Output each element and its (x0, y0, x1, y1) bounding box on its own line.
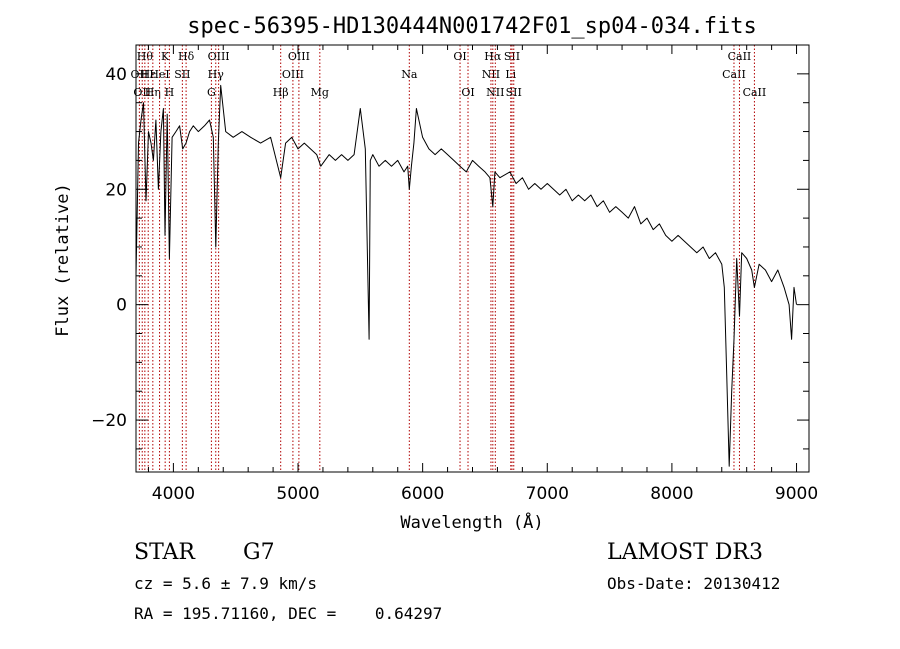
coordinates: RA = 195.71160, DEC = 0.64297 (134, 604, 442, 623)
spectral-line-markers: OII OII Hθ Hε Hη HeI K H SII Hδ G Hγ OIII Hβ OIII OIII M… (131, 45, 767, 472)
marker-label: OIII (208, 50, 230, 63)
marker-label: Hθ (137, 50, 154, 63)
marker-label: Na (401, 68, 418, 81)
axis-ticks: 4000 5000 6000 7000 8000 9000 −20 0 20 40 (91, 44, 818, 504)
marker-label: H (165, 86, 175, 99)
x-tick-label: 5000 (276, 484, 319, 504)
marker-label: Hβ (273, 86, 289, 99)
marker-label: G (207, 86, 216, 99)
marker-label: OI (461, 86, 474, 99)
marker-label: CaII (728, 50, 752, 63)
x-tick-label: 4000 (152, 484, 195, 504)
x-tick-label: 6000 (401, 484, 444, 504)
spectrum-line (135, 84, 797, 467)
marker-label: SII (504, 50, 520, 63)
spectrum-series (135, 84, 797, 467)
plot-frame (135, 44, 810, 473)
marker-label: HeI (149, 68, 169, 81)
object-subclass: G7 (243, 540, 275, 565)
survey-name: LAMOST DR3 (607, 540, 763, 565)
chart-title: spec-56395-HD130444N001742F01_sp04-034.f… (187, 14, 757, 39)
marker-label: Mg (311, 86, 329, 99)
marker-label: Hγ (208, 68, 225, 81)
x-axis-label: Wavelength (Å) (400, 511, 543, 533)
y-tick-label: 40 (105, 65, 127, 85)
y-axis-label: Flux (relative) (53, 183, 73, 337)
marker-label: OI (453, 50, 466, 63)
marker-label: Hδ (178, 50, 195, 63)
marker-label: Li (505, 68, 516, 81)
marker-label: Hα (484, 50, 502, 63)
redshift-value: cz = 5.6 ± 7.9 km/s (134, 574, 317, 593)
marker-label: Hη (145, 86, 161, 99)
marker-label: SII (174, 68, 190, 81)
object-class: STAR (134, 540, 196, 565)
y-tick-label: −20 (91, 411, 127, 431)
x-tick-label: 7000 (526, 484, 569, 504)
y-tick-label: 20 (105, 180, 127, 200)
y-tick-label: 0 (116, 296, 127, 316)
marker-label: OII (133, 86, 151, 99)
marker-label: NII (482, 68, 500, 81)
marker-label: K (161, 50, 170, 63)
marker-label: OII (131, 68, 149, 81)
x-tick-label: 8000 (650, 484, 693, 504)
obs-date: Obs-Date: 20130412 (607, 574, 780, 593)
marker-label: SII (506, 86, 522, 99)
marker-label: CaII (743, 86, 767, 99)
marker-label: NII (486, 86, 504, 99)
marker-label: CaII (722, 68, 746, 81)
x-tick-label: 9000 (775, 484, 818, 504)
marker-label: Hε (141, 68, 157, 81)
marker-label: OIII (282, 68, 304, 81)
marker-label: OIII (288, 50, 310, 63)
